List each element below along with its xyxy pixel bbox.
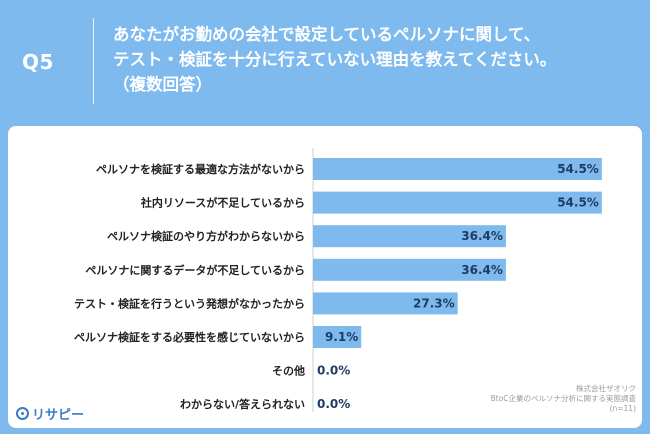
source-note: 株式会社ザオリク BtoC企業のペルソナ分析に関する実態調査 (n=11) <box>416 384 636 414</box>
value-label: 36.4% <box>461 263 503 277</box>
header-divider <box>93 18 94 104</box>
value-label: 9.1% <box>325 330 358 344</box>
question-line-1: あなたがお勤めの会社で設定しているペルソナに関して、 <box>113 25 541 44</box>
question-line-2: テスト・検証を十分に行えていない理由を教えてください。 <box>113 50 557 69</box>
question-line-3: （複数回答） <box>113 75 212 94</box>
bar-chart: ペルソナを検証する最適な方法がないから 54.5% 社内リソースが不足しているから 5… <box>74 148 602 412</box>
value-label: 27.3% <box>413 296 455 310</box>
category-label: テスト・検証を行うという発想がなかったから <box>74 296 305 310</box>
value-label: 54.5% <box>557 196 599 210</box>
logo-text: リサピー <box>32 408 85 423</box>
category-label: ペルソナ検証のやり方がわからないから <box>107 229 305 243</box>
bar <box>313 258 506 281</box>
value-label: 54.5% <box>557 162 599 176</box>
value-label: 0.0% <box>317 364 350 378</box>
header: Q5 あなたがお勤めの会社で設定しているペルソナに関して、 テスト・検証を十分に… <box>0 0 650 120</box>
source-line-3: (n=11) <box>609 404 636 413</box>
category-label: ペルソナに関するデータが不足しているから <box>85 263 305 277</box>
bar <box>313 326 362 348</box>
source-line-2: BtoC企業のペルソナ分析に関する実態調査 <box>490 394 636 403</box>
bar <box>313 158 602 180</box>
category-label: その他 <box>272 364 305 378</box>
category-label: ペルソナ検証をする必要性を感じていないから <box>74 330 305 344</box>
value-label: 36.4% <box>461 229 503 243</box>
value-label: 0.0% <box>317 397 350 411</box>
logo-mark-icon <box>16 407 29 420</box>
category-label: わからない/答えられない <box>180 397 305 411</box>
category-label: ペルソナを検証する最適な方法がないから <box>96 162 305 176</box>
category-label: 社内リソースが不足しているから <box>140 196 305 210</box>
question-number: Q5 <box>22 50 54 74</box>
bar <box>313 292 458 315</box>
brand-logo: リサピー <box>16 404 84 423</box>
bar <box>313 191 602 214</box>
source-line-1: 株式会社ザオリク <box>576 384 636 393</box>
bar <box>313 225 506 248</box>
chart-panel: ペルソナを検証する最適な方法がないから 54.5% 社内リソースが不足しているから 5… <box>8 126 642 428</box>
question-text: あなたがお勤めの会社で設定しているペルソナに関して、 テスト・検証を十分に行えて… <box>113 22 633 97</box>
